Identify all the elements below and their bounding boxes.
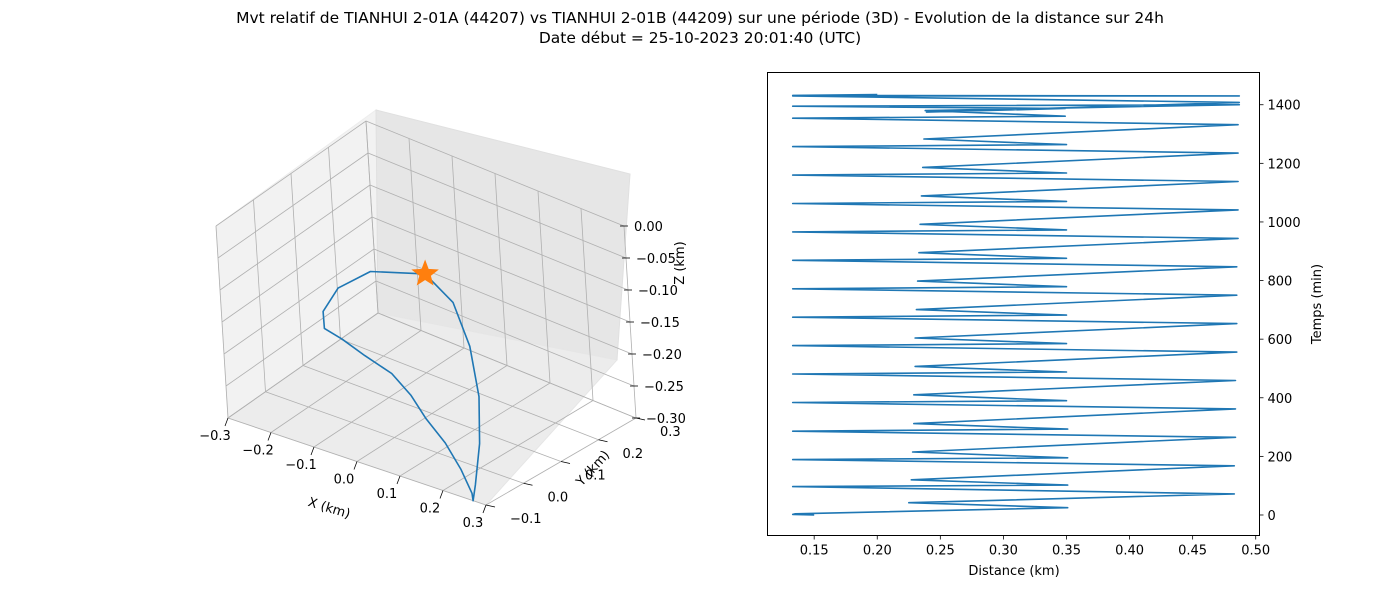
grid-line-left-z — [215, 120, 367, 227]
grid-line-floor-y — [265, 391, 524, 484]
x-axis-label: Distance (km) — [968, 564, 1059, 579]
z-tick-label-3d: −0.15 — [640, 316, 680, 331]
z-tick-label-3d: −0.05 — [636, 252, 676, 267]
y-tick-label: 1200 — [1268, 157, 1301, 172]
trajectory-line — [322, 270, 481, 502]
grid-line-back-z — [375, 280, 635, 387]
x-tick-3d — [310, 446, 315, 456]
z-tick-label-3d: −0.30 — [646, 412, 686, 427]
grid-line-back-z — [373, 248, 633, 355]
x-tick-3d — [224, 417, 229, 427]
chart-distance-vs-time: 0.15 0.20 0.25 0.30 0.35 0.40 0.45 0.50 0 200 400 6… — [767, 72, 1325, 579]
y-tick-3d — [485, 504, 496, 508]
x-tick-label: 0.35 — [1052, 544, 1081, 559]
z-tick-label-3d: −0.20 — [642, 348, 682, 363]
distance-line — [791, 93, 1241, 516]
start-star-marker — [411, 259, 439, 286]
y-tick-3d — [523, 482, 533, 486]
figure-subtitle: Date début = 25-10-2023 20:01:40 (UTC) — [538, 29, 862, 47]
y-axis-label: Temps (min) — [1310, 264, 1325, 345]
grid-line-left-z — [221, 216, 373, 323]
x-tick-label-3d: 0.3 — [463, 516, 484, 531]
grid-line-left-z — [227, 312, 379, 419]
z-tick-label-3d: −0.10 — [638, 284, 678, 299]
y-tick-label-3d: 0.0 — [548, 490, 569, 505]
x-tick-3d — [439, 490, 444, 499]
z-tick-label-3d: −0.25 — [644, 380, 684, 395]
grid-line-left-z — [223, 248, 375, 355]
x-tick-3d — [396, 475, 401, 485]
x-tick-3d — [267, 432, 272, 441]
series-3d-trajectory — [322, 259, 481, 502]
ticks-2d: 0.15 0.20 0.25 0.30 0.35 0.40 0.45 0.50 0 200 400 6… — [800, 99, 1301, 559]
y-tick-3d — [598, 439, 608, 443]
grid-line-back-z — [365, 120, 625, 227]
grid-line-back-z — [367, 152, 627, 259]
y-tick-label: 600 — [1268, 333, 1293, 348]
x-tick-label: 0.25 — [926, 544, 955, 559]
y-tick-label: 1000 — [1268, 216, 1301, 231]
grid-line-left-z — [219, 184, 371, 291]
y-tick-label: 800 — [1268, 275, 1293, 290]
x-tick-label-3d: −0.1 — [285, 458, 317, 473]
y-tick-label: 400 — [1268, 392, 1293, 407]
y-tick-label-3d: 0.3 — [660, 425, 681, 440]
y-tick-label: 200 — [1268, 450, 1293, 465]
x-axis-label-3d: X (km) — [306, 495, 352, 522]
x-tick-label-3d: 0.0 — [334, 473, 355, 488]
y-tick-label: 0 — [1268, 509, 1276, 524]
z-axis-label-3d: Z (km) — [673, 241, 688, 284]
y-tick-label-3d: 0.1 — [585, 469, 606, 484]
grid-line-back-z — [369, 184, 629, 291]
grid-line-floor-y — [302, 365, 562, 462]
y-tick-label-3d: −0.1 — [510, 512, 542, 527]
y-tick-label-3d: 0.2 — [623, 447, 644, 462]
ticks-3d: −0.3 −0.2 −0.1 0.0 0.1 0.2 0.3 −0.1 0.0 0.1 0.2 0.3… — [199, 220, 686, 531]
grid-line-back-z — [377, 312, 637, 419]
series-distance — [791, 93, 1241, 516]
y-tick-3d — [560, 461, 571, 464]
y-tick-label: 1400 — [1268, 99, 1301, 114]
grid-line-floor-y — [340, 338, 599, 441]
x-tick-label: 0.20 — [863, 544, 892, 559]
grid-line-left-z — [225, 280, 377, 387]
x-tick-label: 0.50 — [1241, 544, 1270, 559]
grid-line-left-z — [217, 152, 369, 259]
x-tick-3d — [482, 504, 487, 514]
x-tick-label: 0.15 — [800, 544, 829, 559]
grid-3d — [215, 120, 637, 506]
x-tick-label-3d: −0.2 — [242, 444, 274, 459]
y-axis-label-3d: Y (km) — [573, 448, 613, 490]
x-tick-label-3d: −0.3 — [199, 429, 231, 444]
x-tick-label: 0.30 — [989, 544, 1018, 559]
x-tick-label: 0.40 — [1115, 544, 1144, 559]
z-tick-label-3d: 0.00 — [634, 220, 663, 235]
x-tick-label-3d: 0.2 — [420, 502, 441, 517]
x-tick-label: 0.45 — [1178, 544, 1207, 559]
x-tick-label-3d: 0.1 — [377, 487, 398, 502]
chart-3d-relative-motion: −0.3 −0.2 −0.1 0.0 0.1 0.2 0.3 −0.1 0.0 0.1 0.2 0.3… — [199, 109, 688, 531]
grid-line-back-z — [371, 216, 631, 323]
figure-title: Mvt relatif de TIANHUI 2-01A (44207) vs … — [236, 9, 1164, 27]
plot-frame — [767, 72, 1260, 536]
x-tick-3d — [353, 461, 358, 470]
